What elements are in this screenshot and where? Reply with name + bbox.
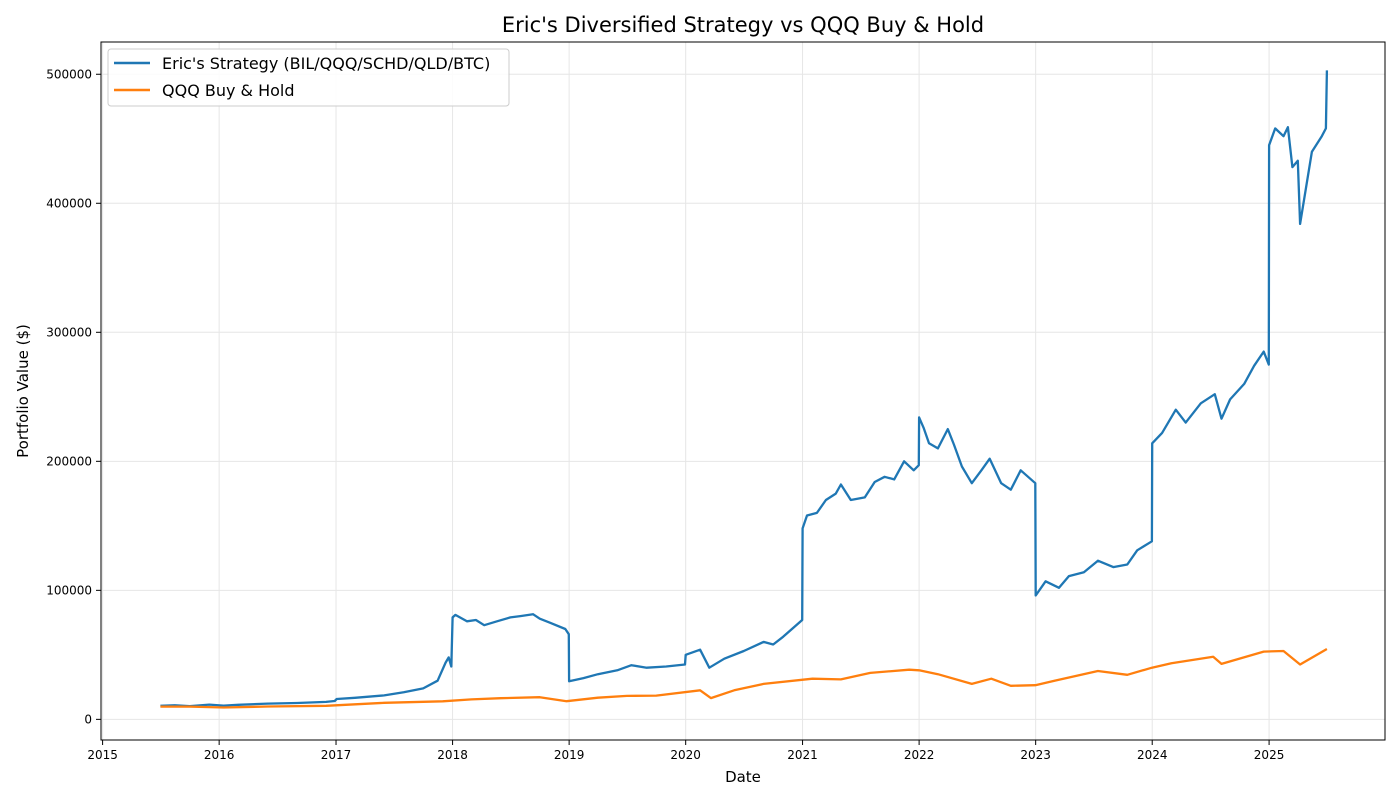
y-tick-label: 400000	[46, 196, 92, 210]
x-tick-label: 2023	[1020, 748, 1051, 762]
legend: Eric's Strategy (BIL/QQQ/SCHD/QLD/BTC) Q…	[107, 48, 510, 107]
y-tick-label: 200000	[46, 454, 92, 468]
x-tick-label: 2020	[670, 748, 701, 762]
series-line-1	[160, 648, 1328, 709]
y-tick-label: 500000	[46, 67, 92, 81]
legend-label-strategy: Eric's Strategy (BIL/QQQ/SCHD/QLD/BTC)	[162, 54, 490, 73]
x-tick-label: 2015	[87, 748, 118, 762]
series-lines	[160, 70, 1329, 709]
x-axis-label: Date	[725, 768, 761, 786]
chart-title: Eric's Diversified Strategy vs QQQ Buy &…	[502, 13, 984, 37]
x-axis-ticks: 2015 2016 2017 2018 2019 2020 2021 2022 2023 2024…	[87, 740, 1284, 762]
x-tick-label: 2025	[1254, 748, 1285, 762]
y-tick-label: 300000	[46, 325, 92, 339]
y-tick-label: 100000	[46, 583, 92, 597]
x-tick-label: 2018	[437, 748, 468, 762]
y-axis-ticks: 0 100000 200000 300000 400000 500000	[46, 67, 101, 726]
x-tick-label: 2022	[904, 748, 935, 762]
x-tick-label: 2017	[321, 748, 352, 762]
x-tick-label: 2021	[787, 748, 818, 762]
series-line-0	[160, 70, 1329, 708]
legend-box	[107, 48, 510, 107]
legend-label-qqq: QQQ Buy & Hold	[162, 81, 295, 100]
y-tick-label: 0	[84, 712, 92, 726]
plot-frame	[100, 41, 1386, 741]
x-tick-label: 2019	[554, 748, 585, 762]
y-axis-label: Portfolio Value ($)	[14, 324, 32, 458]
x-tick-label: 2024	[1137, 748, 1168, 762]
x-tick-label: 2016	[204, 748, 235, 762]
